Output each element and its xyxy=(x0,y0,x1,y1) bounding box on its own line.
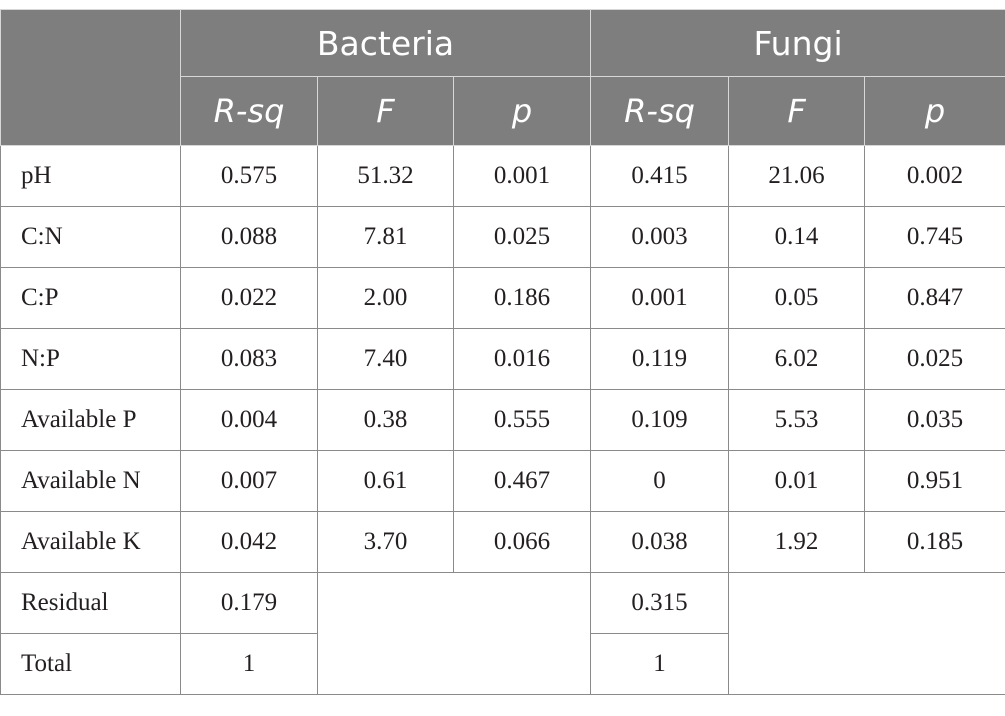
table-cell: 0.025 xyxy=(864,328,1005,390)
residual-fungi-rsq: 0.315 xyxy=(590,572,730,634)
table-row: C:P 0.022 2.00 0.186 0.001 0.05 0.847 xyxy=(0,267,1005,329)
total-fungi-rsq: 1 xyxy=(590,633,730,695)
table-cell: 0.025 xyxy=(452,206,592,268)
row-label: Available K xyxy=(0,511,181,573)
stat-header-bacteria-p: p xyxy=(452,76,592,146)
total-row: Total 1 1 xyxy=(0,633,1005,695)
group-header-bacteria: Bacteria xyxy=(179,9,592,77)
corner-cell xyxy=(0,9,181,146)
blank-cell xyxy=(728,572,1005,695)
table-cell: 0.038 xyxy=(590,511,730,573)
table-cell: 51.32 xyxy=(317,145,454,207)
table-cell: 6.02 xyxy=(728,328,866,390)
row-label: Residual xyxy=(0,572,181,634)
row-label: N:P xyxy=(0,328,181,390)
table-cell: 0.61 xyxy=(317,450,454,512)
stat-header-row: R-sq F p R-sq F p xyxy=(1,76,1005,146)
table-cell: 0.003 xyxy=(590,206,730,268)
table-row: Available P 0.004 0.38 0.555 0.109 5.53 … xyxy=(0,389,1005,451)
group-header-row: Bacteria Fungi xyxy=(0,9,1005,146)
table-cell: 0.066 xyxy=(452,511,592,573)
residual-row: Residual 0.179 0.315 xyxy=(0,572,1005,695)
row-label: C:P xyxy=(0,267,181,329)
table-cell: 0.088 xyxy=(180,206,318,268)
table-cell: 0.05 xyxy=(728,267,866,329)
table-cell: 0.022 xyxy=(180,267,318,329)
stat-header-bacteria-rsq: R-sq xyxy=(180,76,318,146)
table-cell: 0.016 xyxy=(452,328,592,390)
table-cell: 0.042 xyxy=(180,511,318,573)
table-cell: 0.38 xyxy=(317,389,454,451)
table-cell: 0 xyxy=(590,450,730,512)
table-cell: 7.81 xyxy=(317,206,454,268)
results-table: Bacteria Fungi R-sq F p R-sq F p pH 0.57… xyxy=(0,9,1005,695)
row-label: C:N xyxy=(0,206,181,268)
row-label: Available P xyxy=(0,389,181,451)
blank-cell xyxy=(316,572,592,695)
table-cell: 0.185 xyxy=(864,511,1005,573)
table-row: Available N 0.007 0.61 0.467 0 0.01 0.95… xyxy=(0,450,1005,512)
table-row: Available K 0.042 3.70 0.066 0.038 1.92 … xyxy=(0,511,1005,573)
table-row: pH 0.575 51.32 0.001 0.415 21.06 0.002 xyxy=(0,145,1005,207)
total-bacteria-rsq: 1 xyxy=(180,633,318,695)
table-cell: 0.001 xyxy=(590,267,730,329)
table-body: pH 0.575 51.32 0.001 0.415 21.06 0.002 C… xyxy=(0,145,1005,695)
group-header-fungi: Fungi xyxy=(590,9,1005,77)
table-cell: 0.119 xyxy=(590,328,730,390)
stat-header-fungi-rsq: R-sq xyxy=(590,76,730,146)
table-cell: 0.415 xyxy=(590,145,730,207)
table-cell: 7.40 xyxy=(317,328,454,390)
row-label: Available N xyxy=(0,450,181,512)
table-cell: 5.53 xyxy=(728,389,866,451)
stat-header-fungi-p: p xyxy=(864,76,1005,146)
table-cell: 0.575 xyxy=(180,145,318,207)
table-cell: 2.00 xyxy=(317,267,454,329)
table-cell: 3.70 xyxy=(317,511,454,573)
table-cell: 0.467 xyxy=(452,450,592,512)
table-row: N:P 0.083 7.40 0.016 0.119 6.02 0.025 xyxy=(0,328,1005,390)
table-cell: 0.951 xyxy=(864,450,1005,512)
table-cell: 0.001 xyxy=(452,145,592,207)
row-label: pH xyxy=(0,145,181,207)
stat-header-bacteria-f: F xyxy=(317,76,454,146)
table-cell: 0.555 xyxy=(452,389,592,451)
table-cell: 0.186 xyxy=(452,267,592,329)
table-cell: 0.745 xyxy=(864,206,1005,268)
table-cell: 0.083 xyxy=(180,328,318,390)
stat-header-fungi-f: F xyxy=(728,76,866,146)
table-cell: 0.002 xyxy=(864,145,1005,207)
table-cell: 0.035 xyxy=(864,389,1005,451)
table-cell: 0.847 xyxy=(864,267,1005,329)
table-row: C:N 0.088 7.81 0.025 0.003 0.14 0.745 xyxy=(0,206,1005,268)
table-cell: 21.06 xyxy=(728,145,866,207)
table-cell: 0.01 xyxy=(728,450,866,512)
residual-bacteria-rsq: 0.179 xyxy=(180,572,318,634)
table-cell: 1.92 xyxy=(728,511,866,573)
table-cell: 0.007 xyxy=(180,450,318,512)
table-cell: 0.109 xyxy=(590,389,730,451)
table-cell: 0.14 xyxy=(728,206,866,268)
table-header: Bacteria Fungi R-sq F p R-sq F p xyxy=(0,9,1005,146)
table-cell: 0.004 xyxy=(180,389,318,451)
row-label: Total xyxy=(0,633,181,695)
